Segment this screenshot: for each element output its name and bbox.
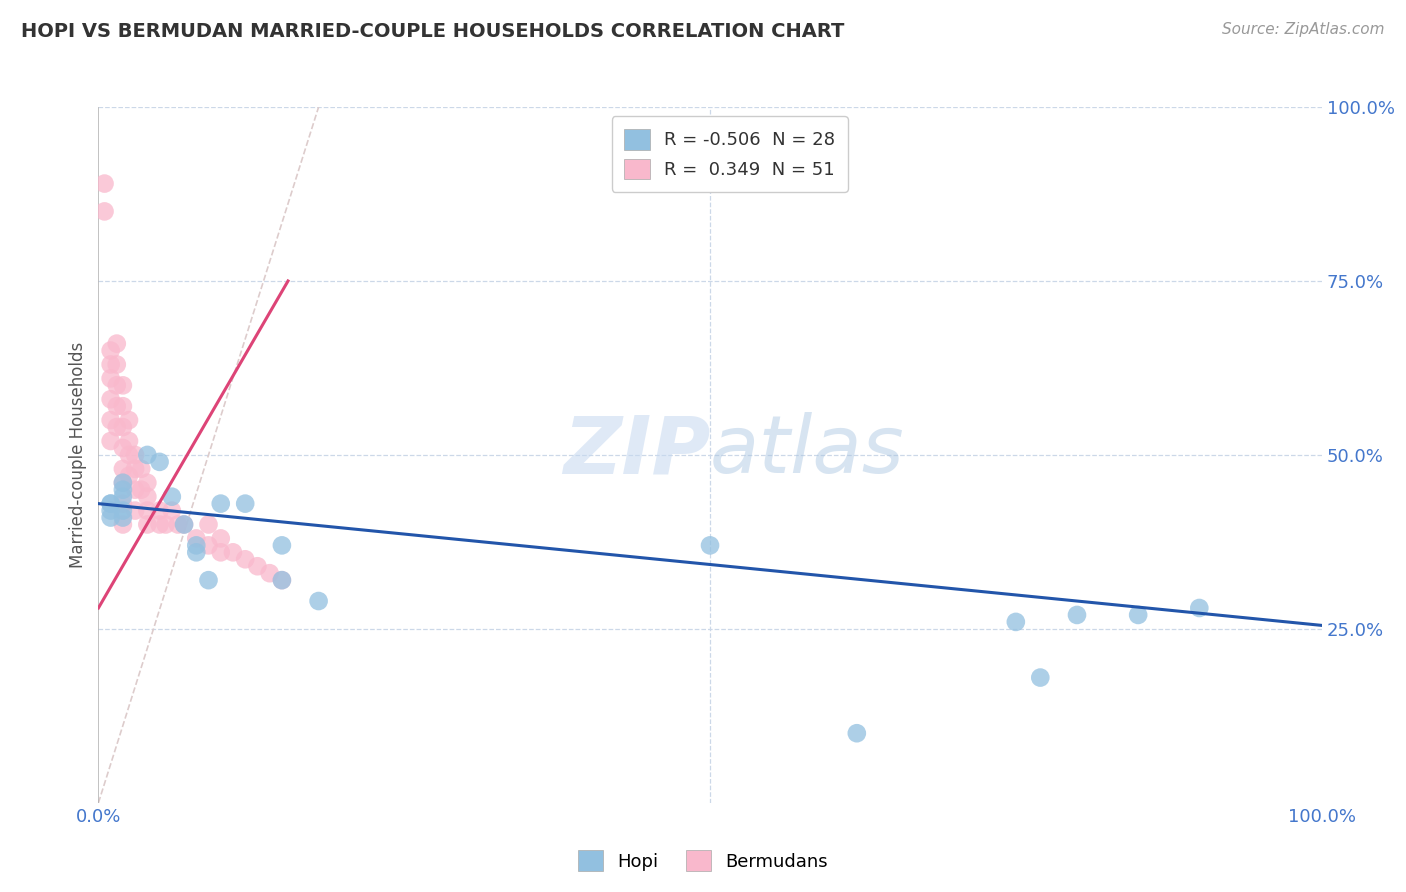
Text: ZIP: ZIP	[562, 412, 710, 491]
Legend: R = -0.506  N = 28, R =  0.349  N = 51: R = -0.506 N = 28, R = 0.349 N = 51	[612, 116, 848, 192]
Point	[105, 358, 128, 372]
Point	[186, 532, 208, 546]
Point	[93, 177, 115, 191]
Point	[111, 517, 134, 532]
Point	[186, 538, 208, 552]
Point	[100, 497, 122, 511]
Point	[111, 475, 134, 490]
Point	[270, 538, 294, 552]
Point	[173, 517, 195, 532]
Point	[100, 392, 122, 407]
Point	[270, 573, 294, 587]
Point	[129, 462, 152, 476]
Point	[111, 497, 134, 511]
Legend: Hopi, Bermudans: Hopi, Bermudans	[571, 843, 835, 879]
Point	[167, 517, 190, 532]
Point	[160, 490, 183, 504]
Point	[1004, 615, 1026, 629]
Point	[222, 545, 245, 559]
Point	[197, 573, 219, 587]
Point	[129, 483, 152, 497]
Point	[124, 448, 146, 462]
Point	[155, 517, 177, 532]
Text: atlas: atlas	[710, 412, 905, 491]
Point	[209, 532, 232, 546]
Point	[186, 545, 208, 559]
Point	[149, 455, 172, 469]
Point	[100, 497, 122, 511]
Point	[100, 413, 122, 427]
Point	[136, 490, 159, 504]
Point	[118, 448, 141, 462]
Point	[111, 420, 134, 434]
Point	[1188, 601, 1211, 615]
Point	[124, 483, 146, 497]
Point	[93, 204, 115, 219]
Point	[1029, 671, 1052, 685]
Point	[149, 517, 172, 532]
Text: HOPI VS BERMUDAN MARRIED-COUPLE HOUSEHOLDS CORRELATION CHART: HOPI VS BERMUDAN MARRIED-COUPLE HOUSEHOL…	[21, 22, 845, 41]
Point	[1128, 607, 1150, 622]
Point	[233, 497, 256, 511]
Point	[197, 538, 219, 552]
Point	[259, 566, 281, 581]
Point	[100, 371, 122, 385]
Point	[209, 545, 232, 559]
Point	[160, 503, 183, 517]
Point	[209, 497, 232, 511]
Point	[111, 399, 134, 413]
Point	[173, 517, 195, 532]
Point	[149, 503, 172, 517]
Y-axis label: Married-couple Households: Married-couple Households	[69, 342, 87, 568]
Point	[105, 378, 128, 392]
Text: Source: ZipAtlas.com: Source: ZipAtlas.com	[1222, 22, 1385, 37]
Point	[1066, 607, 1088, 622]
Point	[124, 462, 146, 476]
Point	[111, 462, 134, 476]
Point	[845, 726, 868, 740]
Point	[136, 475, 159, 490]
Point	[105, 399, 128, 413]
Point	[246, 559, 269, 574]
Point	[111, 475, 134, 490]
Point	[270, 573, 294, 587]
Point	[136, 517, 159, 532]
Point	[197, 517, 219, 532]
Point	[233, 552, 256, 566]
Point	[105, 420, 128, 434]
Point	[100, 358, 122, 372]
Point	[699, 538, 721, 552]
Point	[111, 483, 134, 497]
Point	[111, 441, 134, 455]
Point	[136, 503, 159, 517]
Point	[111, 503, 134, 517]
Point	[100, 510, 122, 524]
Point	[124, 503, 146, 517]
Point	[136, 448, 159, 462]
Point	[111, 510, 134, 524]
Point	[111, 490, 134, 504]
Point	[118, 434, 141, 448]
Point	[111, 378, 134, 392]
Point	[100, 434, 122, 448]
Point	[308, 594, 330, 608]
Point	[118, 468, 141, 483]
Point	[100, 503, 122, 517]
Point	[100, 343, 122, 358]
Point	[105, 336, 128, 351]
Point	[118, 413, 141, 427]
